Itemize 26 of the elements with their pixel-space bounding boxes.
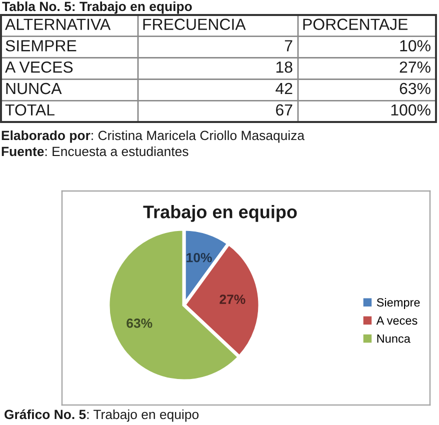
category-label: SIEMPRE	[6, 40, 76, 52]
legend-label: Nunca	[377, 334, 410, 343]
data-label: 67	[276, 104, 292, 116]
data-label: 63%	[400, 82, 430, 94]
data-label: 7	[284, 40, 292, 52]
text: ALTERNATIVA	[5, 18, 111, 30]
legend-label: A veces	[376, 316, 418, 325]
legend-label: Siempre	[376, 298, 420, 309]
text: Tabla No. 5: Trabajo en equipo	[2, 1, 192, 14]
data-label: 10%	[186, 252, 212, 262]
text: FRECUENCIA	[143, 18, 246, 30]
text: Elaborado por: Cristina Maricela Criollo Masaquiza	[2, 130, 305, 143]
chart-title: Trabajo en equipo	[143, 205, 297, 222]
data-label: 63%	[126, 318, 152, 328]
category-label: TOTAL	[5, 104, 54, 116]
source-note: Fuente: Encuesta a estudiantes	[2, 146, 188, 156]
data-label: 27%	[220, 294, 246, 304]
category-label: NUNCA	[6, 82, 62, 94]
data-label: 27%	[400, 61, 430, 73]
data-label: 18	[276, 61, 292, 73]
data-label: 42	[276, 82, 292, 94]
data-label: 100%	[391, 104, 430, 116]
text: Gráfico No. 5: Trabajo en equipo	[4, 409, 199, 422]
text: PORCENTAJE	[303, 18, 408, 30]
data-label: 10%	[400, 40, 430, 52]
category-label: A VECES	[5, 61, 73, 73]
